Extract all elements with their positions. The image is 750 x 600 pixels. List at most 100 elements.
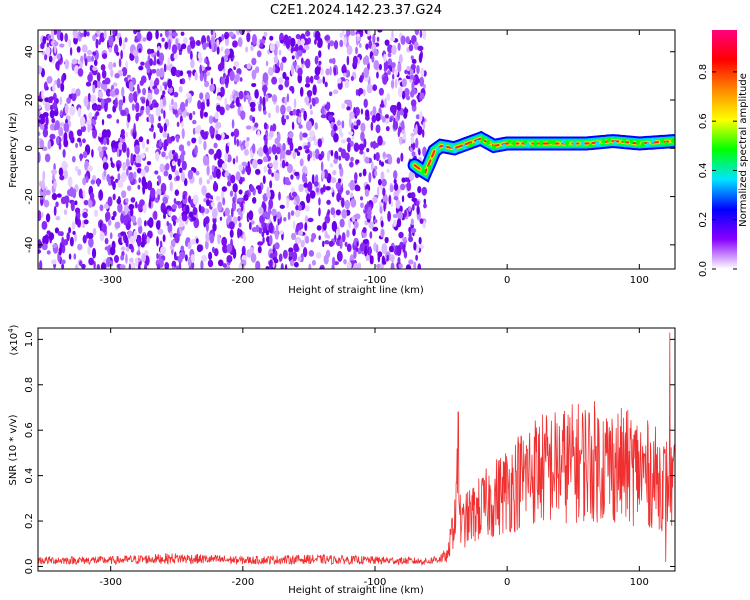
spectrogram-noise-cell	[215, 121, 222, 129]
spectrogram-noise-cell	[190, 238, 197, 245]
spectrogram-noise-cell	[167, 57, 170, 67]
spectrogram-noise-cell	[304, 235, 310, 244]
spectrogram-noise-cell	[181, 160, 187, 171]
spectrogram-x-ticks: -300 -200 -100 0 100	[99, 30, 649, 286]
spectrogram-noise-cell	[157, 45, 161, 51]
spectrogram-noise-cell	[164, 262, 170, 269]
spectrogram-noise-cell	[359, 75, 363, 82]
spectrogram-noise-cell	[106, 113, 112, 119]
spectrogram-noise-cell	[245, 46, 249, 53]
spectrogram-noise-cell	[103, 30, 107, 40]
spectrogram-noise-cell	[413, 128, 418, 136]
spectrogram-noise-cell	[296, 151, 301, 157]
spectrogram-noise-cell	[372, 33, 376, 44]
spectrogram-noise-cell	[217, 259, 224, 267]
spectrogram-noise-cell	[105, 97, 112, 103]
spectrogram-noise-cell	[183, 178, 188, 187]
spectrogram-noise-cell	[359, 242, 365, 252]
spectrogram-noise-cell	[180, 245, 185, 252]
spectrogram-noise-cell	[366, 147, 370, 153]
spectrogram-noise-cell	[237, 207, 241, 216]
spectrogram-noise-cell	[114, 254, 120, 263]
spectrogram-noise-cell	[203, 140, 207, 151]
spectrogram-noise-cell	[344, 241, 348, 247]
spectrogram-noise-cell	[332, 256, 336, 267]
spectrogram-noise-cell	[55, 201, 59, 208]
spectrogram-noise-cell	[294, 43, 299, 52]
spectrogram-noise-cell	[164, 41, 169, 50]
spectrogram-noise-cell	[195, 238, 199, 244]
spectrogram-noise-cell	[324, 240, 330, 245]
spectrogram-noise-cell	[380, 161, 385, 167]
spectrogram-noise-cell	[355, 89, 359, 96]
spectrogram-noise-cell	[81, 263, 86, 269]
spectrogram-noise-cell	[92, 228, 97, 236]
spectrogram-noise-cell	[137, 184, 141, 190]
spectrogram-noise-cell	[370, 121, 374, 131]
spectrogram-noise-cell	[294, 148, 299, 153]
spectrogram-noise-cell	[236, 138, 240, 147]
spectrogram-noise-cell	[112, 62, 117, 68]
spectrogram-noise-cell	[280, 263, 284, 269]
spectrogram-noise-cell	[396, 157, 401, 164]
spectrogram-track-blob	[533, 141, 538, 147]
spectrogram-noise-cell	[383, 53, 387, 63]
spectrogram-noise-cell	[335, 228, 339, 239]
spectrogram-noise-cell	[286, 93, 290, 103]
spectrogram-noise-cell	[137, 265, 141, 269]
spectrogram-noise-cell	[110, 68, 114, 78]
spectrogram-noise-cell	[350, 192, 354, 199]
spectrogram-noise-cell	[144, 146, 149, 153]
spectrogram-noise-cell	[125, 158, 130, 167]
spectrogram-noise-cell	[232, 40, 238, 48]
spectrogram-noise-cell	[416, 64, 420, 75]
spectrogram-noise-cell	[364, 188, 370, 197]
spectrogram-noise-cell	[118, 36, 123, 47]
spectrogram-noise-cell	[298, 124, 303, 129]
spectrogram-noise-cell	[403, 250, 408, 259]
spectrogram-noise-cell	[164, 83, 168, 91]
snr-line	[38, 332, 675, 567]
spectrogram-x-axis-label: Height of straight line (km)	[288, 285, 424, 296]
spectrogram-noise-cell	[276, 211, 282, 220]
spectrogram-noise-cell	[251, 34, 257, 46]
spectrogram-noise-cell	[237, 37, 243, 48]
spectrogram-noise-cell	[63, 209, 67, 216]
spectrogram-noise-cell	[401, 90, 406, 100]
spectrogram-noise-cell	[393, 178, 397, 184]
snr-x-tick-label: -300	[99, 577, 122, 588]
spectrogram-noise-cell	[304, 83, 311, 88]
spectrogram-noise-cell	[194, 71, 198, 81]
spectrogram-noise-cell	[346, 30, 351, 37]
spectrogram-noise-cell	[164, 30, 169, 38]
spectrogram-noise-cell	[98, 90, 104, 99]
spectrogram-noise-cell	[205, 192, 212, 199]
spectrogram-x-tick-label: 100	[630, 275, 649, 286]
spectrogram-noise-cell	[234, 73, 240, 83]
spectrogram-noise-cell	[329, 163, 334, 168]
spectrogram-noise-cell	[318, 197, 321, 206]
spectrogram-noise-cell	[237, 197, 244, 203]
spectrogram-noise-cell	[221, 162, 228, 170]
spectrogram-noise-cell	[159, 67, 165, 78]
spectrogram-noise-cell	[388, 117, 393, 123]
spectrogram-y-tick-label: 20	[24, 94, 35, 107]
spectrogram-noise-cell	[303, 182, 308, 188]
spectrogram-noise-cell	[389, 254, 395, 262]
spectrogram-track-blob	[453, 147, 458, 153]
spectrogram-noise-cell	[383, 60, 389, 71]
spectrogram-noise-cell	[308, 130, 315, 138]
spectrogram-noise-cell	[154, 102, 159, 108]
spectrogram-noise-cell	[187, 44, 192, 54]
spectrogram-noise-cell	[91, 118, 95, 125]
spectrogram-noise-cell	[49, 133, 56, 140]
spectrogram-noise-cell	[295, 204, 300, 211]
spectrogram-noise-cell	[159, 138, 162, 148]
spectrogram-noise-cell	[126, 185, 132, 191]
spectrogram-noise-cell	[359, 150, 364, 155]
spectrogram-noise-cell	[422, 83, 426, 90]
spectrogram-noise-cell	[275, 104, 280, 114]
spectrogram-noise-cell	[187, 241, 192, 250]
spectrogram-track-blob	[428, 164, 433, 170]
spectrogram-noise-cell	[126, 168, 129, 176]
